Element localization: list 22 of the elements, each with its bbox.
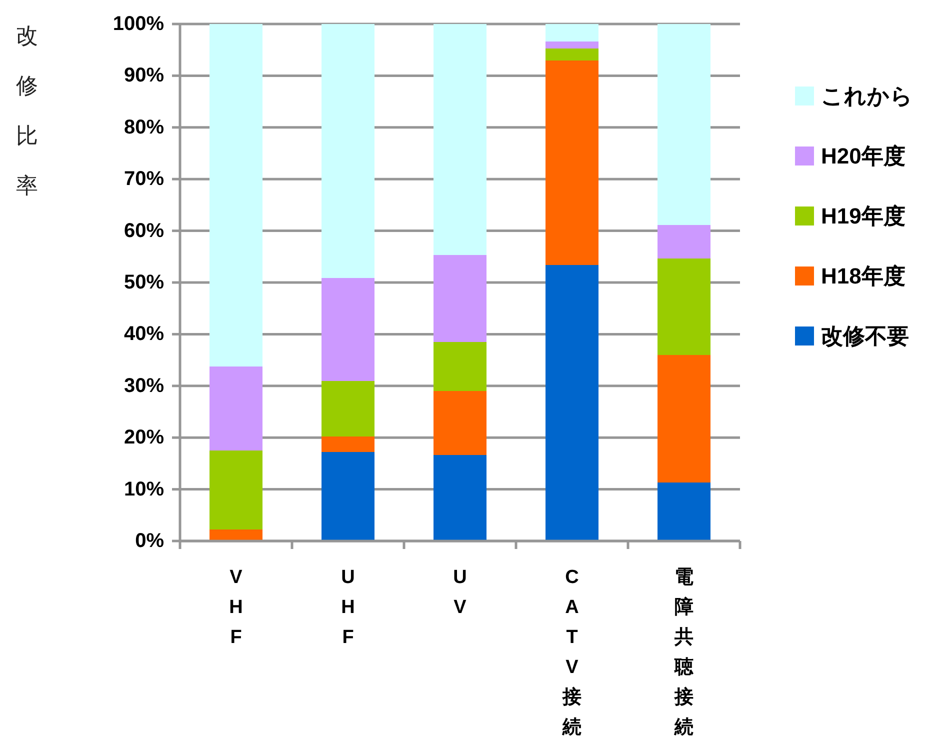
y-tick-label: 40% xyxy=(124,323,164,346)
legend-label: H20年度 xyxy=(821,144,906,168)
y-tick-label: 60% xyxy=(124,220,164,242)
y-tick-label: 50% xyxy=(124,272,164,294)
y-tick-label: 30% xyxy=(124,374,164,397)
x-tick-label: CATV接続 xyxy=(562,567,582,738)
x-tick-label: UHF xyxy=(341,567,355,648)
legend-label: H19年度 xyxy=(821,204,906,228)
x-tick-label: VHF xyxy=(229,567,243,648)
y-tick-label: 70% xyxy=(124,168,164,190)
legend-label: これから xyxy=(821,84,913,108)
x-tick-label: UV xyxy=(453,567,467,618)
y-axis-title: 改修比率 xyxy=(16,23,38,198)
y-tick-label: 100% xyxy=(112,13,164,35)
legend-label: H18年度 xyxy=(821,264,906,288)
legend-label: 改修不要 xyxy=(821,324,909,348)
y-tick-label: 80% xyxy=(124,116,164,138)
y-tick-label: 10% xyxy=(124,478,164,500)
y-tick-label: 90% xyxy=(124,64,164,87)
x-tick-label: 電障共聴接続 xyxy=(674,567,694,738)
y-tick-label: 0% xyxy=(135,530,164,552)
y-tick-label: 20% xyxy=(124,426,164,449)
